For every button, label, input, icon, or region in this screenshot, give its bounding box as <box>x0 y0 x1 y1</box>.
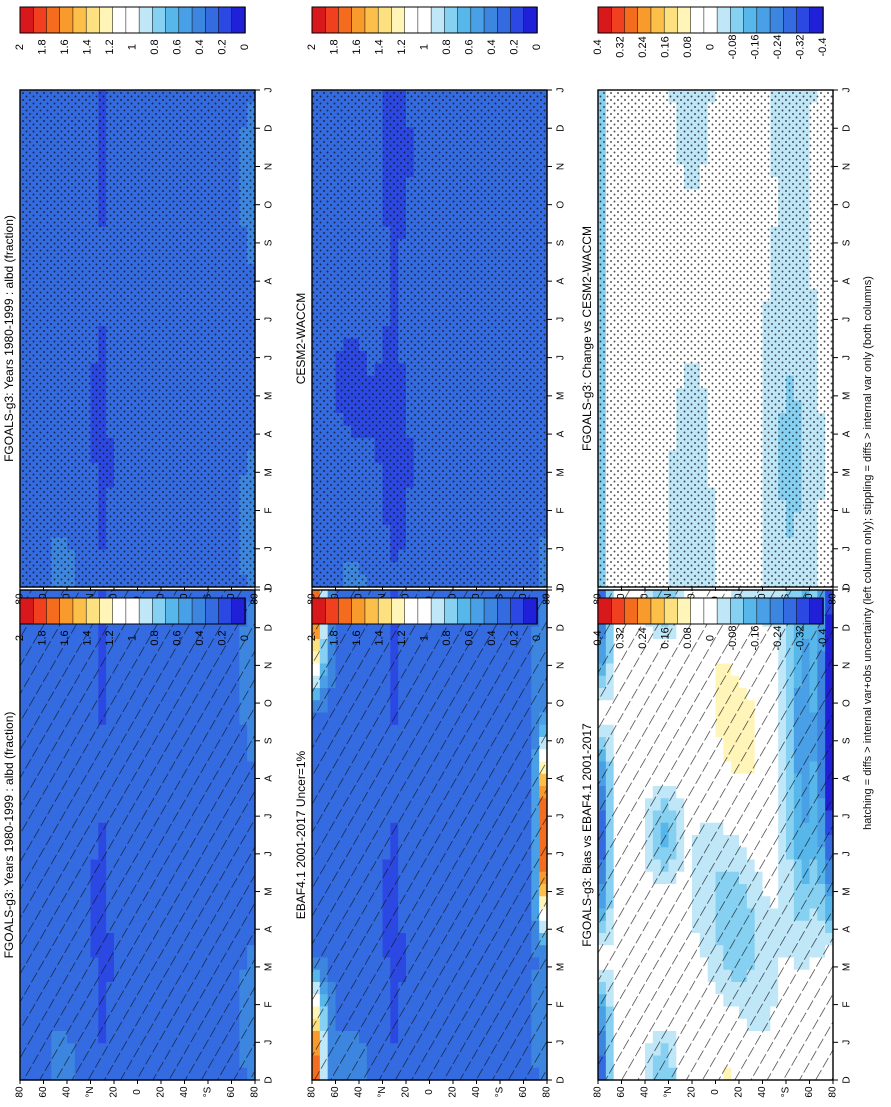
lat-tick-label: 80 <box>250 593 261 605</box>
lat-tick-label: 60 <box>518 1086 529 1098</box>
month-tick-label: N <box>264 662 275 669</box>
panel-title: FGOALS-g3: Years 1980-1999 : albd (fract… <box>2 215 16 462</box>
month-tick-label: S <box>264 737 275 744</box>
month-tick-label: D <box>556 1076 567 1083</box>
month-tick-label: M <box>556 963 567 971</box>
month-tick-label: J <box>264 814 275 819</box>
month-tick-label: M <box>264 392 275 400</box>
panel-title: FGOALS-g3: Years 1980-1999 : albd (fract… <box>2 712 16 959</box>
month-tick-label: J <box>556 355 567 360</box>
month-tick-label: J <box>556 317 567 322</box>
lat-tick-label: °S <box>203 1086 214 1097</box>
month-tick-label: N <box>556 163 567 170</box>
lat-tick-label: 20 <box>109 1086 120 1098</box>
lat-tick-label: 40 <box>354 1086 365 1098</box>
month-tick-label: J <box>264 88 275 93</box>
lat-tick-label: 40 <box>62 1086 73 1098</box>
month-tick-label: D <box>264 125 275 132</box>
lat-tick-label: 40 <box>471 1086 482 1098</box>
month-tick-label: A <box>264 926 275 933</box>
month-tick-label: A <box>264 775 275 782</box>
month-tick-label: A <box>556 775 567 782</box>
month-tick-label: M <box>556 392 567 400</box>
month-tick-label: D <box>556 624 567 631</box>
month-tick-label: A <box>264 430 275 437</box>
month-tick-label: N <box>264 163 275 170</box>
month-tick-label: M <box>556 887 567 895</box>
month-tick-label: F <box>556 507 567 513</box>
lat-tick-label: 80 <box>542 1086 553 1098</box>
month-tick-label: J <box>264 355 275 360</box>
panel-2: DJFMAMJJASONDJ806040°N2002040°S6080FGOAL… <box>2 88 274 605</box>
stippling-overlay <box>20 90 255 587</box>
lat-tick-label: 60 <box>38 1086 49 1098</box>
month-tick-label: M <box>264 468 275 476</box>
stippling-overlay <box>312 90 547 587</box>
month-tick-label: J <box>556 88 567 93</box>
month-tick-label: A <box>556 926 567 933</box>
month-tick-label: F <box>264 507 275 513</box>
hatching-overlay <box>312 590 547 1080</box>
month-tick-label: F <box>556 1002 567 1008</box>
month-tick-label: J <box>264 851 275 856</box>
lat-tick-label: 0 <box>424 1089 435 1095</box>
lat-tick-label: 40 <box>179 1086 190 1098</box>
month-tick-label: S <box>556 239 567 246</box>
panel-title: EBAF4.1 2001-2017 Uncer=1% <box>294 750 308 919</box>
month-tick-label: S <box>556 737 567 744</box>
month-tick-label: J <box>556 1040 567 1045</box>
lat-tick-label: 20 <box>156 1086 167 1098</box>
month-tick-label: A <box>264 277 275 284</box>
lat-tick-label: °N <box>377 1086 388 1097</box>
month-tick-label: J <box>556 851 567 856</box>
month-tick-label: O <box>556 201 567 209</box>
month-tick-label: J <box>264 1040 275 1045</box>
month-tick-label: J <box>556 588 567 593</box>
month-tick-label: O <box>556 699 567 707</box>
month-tick-label: D <box>556 583 567 590</box>
lat-tick-label: °S <box>495 1086 506 1097</box>
lat-tick-label: °N <box>85 1086 96 1097</box>
month-tick-label: J <box>264 546 275 551</box>
month-tick-label: D <box>264 1076 275 1083</box>
month-tick-label: O <box>264 201 275 209</box>
panel-3: D J F M A M J J A S O N D J 80 60 40 °N 20 0 20 40 °S 60 80 EBAF4… <box>294 588 566 1098</box>
month-tick-label: M <box>556 468 567 476</box>
month-tick-label: M <box>264 887 275 895</box>
month-tick-label: D <box>264 583 275 590</box>
lat-tick-label: 60 <box>330 1086 341 1098</box>
lat-tick-label: 20 <box>401 1086 412 1098</box>
month-tick-label: O <box>264 699 275 707</box>
panel-4: DJFMAMJJASONDJ806040°N2002040°S6080CESM2… <box>294 88 566 605</box>
month-tick-label: S <box>264 239 275 246</box>
month-tick-label: J <box>556 546 567 551</box>
month-tick-label: N <box>556 662 567 669</box>
month-tick-label: D <box>556 125 567 132</box>
month-tick-label: A <box>556 277 567 284</box>
month-tick-label: J <box>264 588 275 593</box>
month-tick-label: A <box>556 430 567 437</box>
month-tick-label: J <box>264 317 275 322</box>
lat-tick-label: 80 <box>307 1086 318 1098</box>
month-tick-label: J <box>556 814 567 819</box>
lat-tick-label: 80 <box>15 1086 26 1098</box>
lat-tick-label: 0 <box>132 1089 143 1095</box>
month-tick-label: F <box>264 1002 275 1008</box>
hatching-overlay <box>20 590 255 1080</box>
month-tick-label: M <box>264 963 275 971</box>
lat-tick-label: 80 <box>250 1086 261 1098</box>
lat-tick-label: 20 <box>448 1086 459 1098</box>
month-tick-label: D <box>264 624 275 631</box>
lat-tick-label: 60 <box>226 1086 237 1098</box>
